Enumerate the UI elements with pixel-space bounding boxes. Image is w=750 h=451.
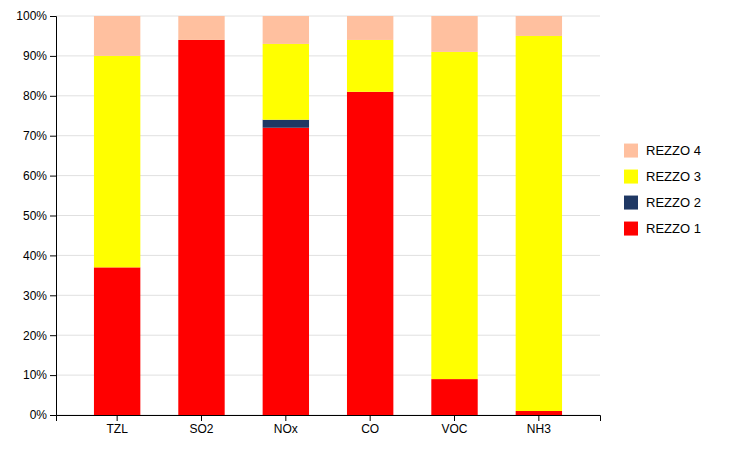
bar: [94, 267, 140, 415]
tick-mark: [50, 295, 56, 296]
legend-item: REZZO 2: [624, 195, 701, 210]
tick-mark: [50, 216, 56, 217]
tick-mark: [50, 56, 56, 57]
tick-label: 50%: [23, 209, 47, 223]
tick-label: VOC: [442, 422, 468, 436]
tick: 50%: [23, 209, 56, 223]
axis-line: [50, 17, 57, 416]
tick-mark: [50, 16, 56, 17]
legend-swatch: [624, 144, 638, 158]
tick: 0%: [30, 408, 56, 422]
y-axis: 0% 10% 20% 30% 40% 50% 60% 70% 80% 90% 100%: [16, 9, 56, 422]
series: [94, 40, 562, 415]
tick-label: 90%: [23, 49, 47, 63]
tick: NH3: [527, 415, 551, 436]
tick: 40%: [23, 249, 56, 263]
x-axis: TZL SO2 NOx CO VOC NH3: [57, 415, 601, 436]
legend-swatch: [624, 196, 638, 210]
tick-label: 60%: [23, 169, 47, 183]
series: [94, 16, 562, 56]
tick-mark: [538, 415, 539, 421]
tick-mark: [454, 415, 455, 421]
bar: [516, 411, 562, 415]
tick-mark: [50, 255, 56, 256]
bar: [94, 56, 140, 267]
tick-label: 30%: [23, 289, 47, 303]
bar: [263, 44, 309, 120]
legend-item: REZZO 1: [624, 221, 701, 236]
bar: [178, 16, 224, 40]
tick-mark: [285, 415, 286, 421]
bars: [94, 16, 562, 415]
tick-label: NH3: [527, 422, 551, 436]
bar: [347, 40, 393, 92]
legend-label: REZZO 4: [646, 143, 701, 158]
tick-mark: [201, 415, 202, 421]
legend-label: REZZO 1: [646, 221, 701, 236]
bar: [431, 16, 477, 52]
bar: [94, 16, 140, 56]
grid: [56, 16, 600, 415]
legend-item: REZZO 4: [624, 143, 701, 158]
bar: [263, 128, 309, 415]
tick-mark: [50, 375, 56, 376]
tick: 100%: [16, 9, 56, 23]
bar: [347, 16, 393, 40]
tick-label: SO2: [189, 422, 213, 436]
tick: 20%: [23, 329, 56, 343]
tick-mark: [50, 415, 56, 416]
bar: [431, 379, 477, 415]
tick: NOx: [274, 415, 298, 436]
bar: [431, 52, 477, 379]
tick: 70%: [23, 129, 56, 143]
bar: [347, 92, 393, 415]
tick: TZL: [106, 415, 128, 436]
legend-swatch: [624, 222, 638, 236]
tick-mark: [50, 96, 56, 97]
axis-line: [57, 416, 601, 422]
series: [263, 120, 309, 128]
tick: 80%: [23, 89, 56, 103]
tick-label: CO: [361, 422, 379, 436]
chart: 0% 10% 20% 30% 40% 50% 60% 70% 80% 90% 100% TZL SO2 N…: [0, 0, 750, 451]
bar: [263, 16, 309, 44]
tick-mark: [50, 335, 56, 336]
tick-label: TZL: [106, 422, 128, 436]
tick-label: 100%: [16, 9, 47, 23]
tick-label: 0%: [30, 408, 48, 422]
bar: [263, 120, 309, 128]
tick-label: 40%: [23, 249, 47, 263]
bar: [516, 16, 562, 36]
tick: 10%: [23, 368, 56, 382]
tick: SO2: [189, 415, 213, 436]
tick: CO: [361, 415, 379, 436]
tick: 60%: [23, 169, 56, 183]
tick-label: 70%: [23, 129, 47, 143]
tick: VOC: [442, 415, 468, 436]
tick-mark: [50, 136, 56, 137]
bar: [516, 36, 562, 411]
tick-mark: [117, 415, 118, 421]
tick-label: NOx: [274, 422, 298, 436]
tick-mark: [370, 415, 371, 421]
legend-label: REZZO 2: [646, 195, 701, 210]
legend-swatch: [624, 170, 638, 184]
legend-item: REZZO 3: [624, 169, 701, 184]
legend: REZZO 4 REZZO 3 REZZO 2 REZZO 1: [624, 143, 701, 236]
tick: 90%: [23, 49, 56, 63]
bar: [178, 40, 224, 415]
plot: 0% 10% 20% 30% 40% 50% 60% 70% 80% 90% 100% TZL SO2 N…: [16, 9, 600, 435]
tick-label: 80%: [23, 89, 47, 103]
tick-label: 20%: [23, 329, 47, 343]
tick-mark: [50, 176, 56, 177]
legend-label: REZZO 3: [646, 169, 701, 184]
series: [94, 36, 562, 411]
tick: 30%: [23, 289, 56, 303]
tick-label: 10%: [23, 368, 47, 382]
